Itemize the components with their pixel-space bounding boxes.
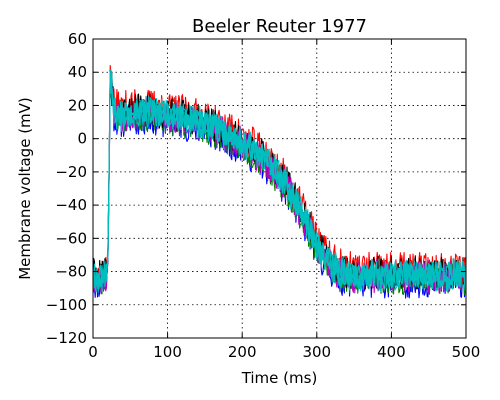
x-tick-label: 100 xyxy=(153,343,182,361)
plot-frame xyxy=(92,38,467,339)
x-tick-label: 400 xyxy=(377,343,406,361)
ticks: 0 100 200 300 400 500 −120 −100 −80 −60 −40 −20 0 20 4… xyxy=(46,30,481,361)
x-tick-label: 500 xyxy=(452,343,481,361)
x-axis-label: Time (ms) xyxy=(241,369,318,387)
traces xyxy=(93,65,466,299)
x-tick-label: 0 xyxy=(88,343,98,361)
y-tick-label: 60 xyxy=(68,30,87,48)
y-tick-label: −120 xyxy=(46,329,87,347)
y-axis-label: Membrane voltage (mV) xyxy=(16,97,34,280)
y-tick-label: −20 xyxy=(55,163,87,181)
chart-title: Beeler Reuter 1977 xyxy=(192,16,367,37)
y-tick-label: −100 xyxy=(46,296,87,314)
y-tick-label: 20 xyxy=(68,96,87,114)
trace-cyan-band xyxy=(93,71,466,290)
y-tick-label: −60 xyxy=(55,229,87,247)
y-tick-label: −40 xyxy=(55,196,87,214)
y-tick-label: −80 xyxy=(55,263,87,281)
x-tick-label: 200 xyxy=(228,343,257,361)
y-tick-label: 40 xyxy=(68,63,87,81)
y-tick-label: 0 xyxy=(77,130,87,148)
x-tick-label: 300 xyxy=(302,343,331,361)
